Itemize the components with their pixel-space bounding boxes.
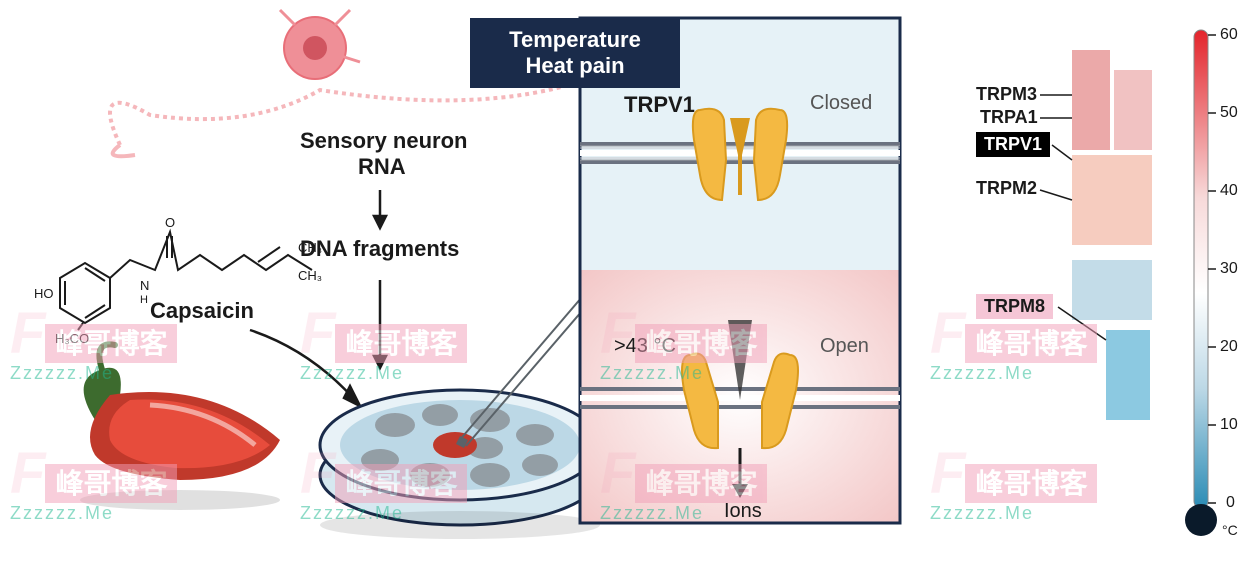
watermark-3: F峰哥博客Zzzzzz.Me — [600, 300, 767, 384]
thermometer — [1185, 30, 1217, 536]
sensory-neuron-label-2: RNA — [358, 154, 406, 180]
svg-text:N: N — [140, 278, 149, 293]
watermark-1: F峰哥博客Zzzzzz.Me — [10, 300, 177, 384]
sensory-neuron-label-1: Sensory neuron — [300, 128, 467, 154]
banner-line2: Heat pain — [525, 53, 624, 79]
svg-text:HO: HO — [34, 286, 54, 301]
open-label: Open — [820, 335, 869, 358]
watermark-8: F峰哥博客Zzzzzz.Me — [930, 440, 1097, 524]
receptor-trpm3: TRPM3 — [976, 84, 1037, 105]
trpv1-label: TRPV1 — [624, 92, 695, 118]
svg-text:CH₃: CH₃ — [298, 268, 322, 283]
therm-tick-50: 50 — [1220, 104, 1238, 122]
receptor-trpv1: TRPV1 — [976, 132, 1050, 157]
closed-label: Closed — [810, 92, 872, 115]
dna-fragments-label: DNA fragments — [300, 236, 459, 262]
svg-text:O: O — [165, 215, 175, 230]
watermark-4: F峰哥博客Zzzzzz.Me — [930, 300, 1097, 384]
receptor-trpa1: TRPA1 — [980, 107, 1038, 128]
therm-tick-0: 0 — [1226, 494, 1235, 512]
watermark-2: F峰哥博客Zzzzzz.Me — [300, 300, 467, 384]
therm-tick-30: 30 — [1220, 260, 1238, 278]
therm-tick-20: 20 — [1220, 338, 1238, 356]
banner-line1: Temperature — [509, 27, 641, 53]
watermark-6: F峰哥博客Zzzzzz.Me — [300, 440, 467, 524]
header-banner: Temperature Heat pain — [470, 18, 680, 88]
therm-tick-10: 10 — [1220, 416, 1238, 434]
therm-tick-40: 40 — [1220, 182, 1238, 200]
watermark-5: F峰哥博客Zzzzzz.Me — [10, 440, 177, 524]
therm-tick-60: 60 — [1220, 26, 1238, 44]
receptor-trpm2: TRPM2 — [976, 178, 1037, 199]
therm-unit: °C — [1222, 522, 1238, 538]
trpv1-closed — [693, 109, 787, 200]
watermark-7: F峰哥博客Zzzzzz.Me — [600, 440, 767, 524]
